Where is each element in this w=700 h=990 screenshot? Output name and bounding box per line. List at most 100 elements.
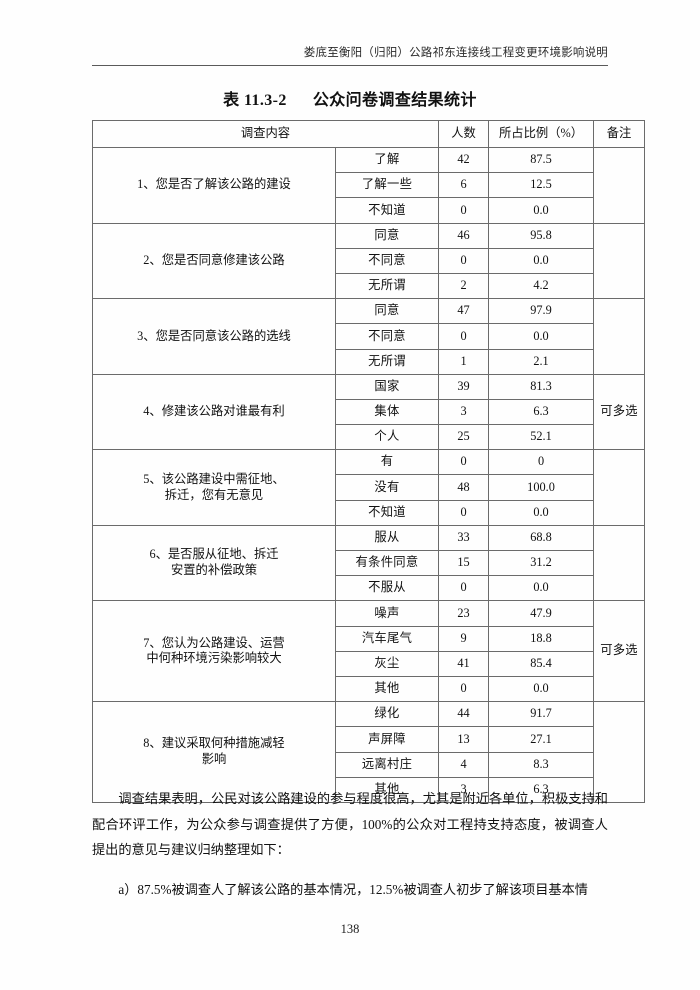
- remark-cell: [593, 524, 646, 602]
- percent-cell: 0.0: [488, 247, 595, 274]
- percent-cell: 97.9: [488, 298, 595, 325]
- option-cell: 没有: [334, 474, 440, 501]
- question-cell: 2、您是否同意修建该公路: [92, 222, 336, 300]
- table-row: 了解一些 6 12.5: [93, 172, 645, 199]
- count-cell: 0: [438, 323, 490, 350]
- table-row: 其他 0 0.0: [93, 675, 645, 703]
- count-cell: 33: [438, 524, 490, 552]
- percent-cell: 2.1: [488, 348, 595, 375]
- option-cell: 不知道: [334, 499, 440, 526]
- percent-cell: 0: [488, 449, 595, 476]
- count-cell: 39: [438, 373, 490, 400]
- percent-cell: 6.3: [488, 776, 595, 803]
- percent-cell: 47.9: [488, 600, 595, 627]
- table-row: 8、建议采取何种措施减轻 影响 绿化 44 91.7: [92, 701, 646, 803]
- remark-cell: 可多选: [593, 600, 646, 703]
- question-line: 5、该公路建设中需征地、: [143, 471, 285, 486]
- count-cell: 0: [438, 675, 490, 703]
- option-cell: 集体: [334, 398, 440, 426]
- table-row: 5、该公路建设中需征地、 拆迁，您有无意见有 0 0: [92, 449, 646, 526]
- option-cell: 其他: [334, 675, 440, 703]
- percent-cell: 85.4: [488, 650, 595, 677]
- question-cell: 7、您认为公路建设、运营 中何种环境污染影响较大: [92, 600, 336, 703]
- question-line: 安置的补偿政策: [170, 563, 258, 578]
- percent-cell: 0.0: [488, 575, 595, 602]
- count-cell: 2: [438, 272, 490, 300]
- question-line: 4、修建该公路对谁最有利: [143, 404, 285, 419]
- count-cell: 0: [438, 197, 490, 224]
- count-cell: 25: [438, 424, 490, 451]
- percent-cell: 95.8: [488, 222, 595, 249]
- question-line: 1、您是否了解该公路的建设: [137, 177, 291, 192]
- table-row: 无所谓 2 4.2: [93, 272, 645, 300]
- count-cell: 4: [438, 751, 490, 778]
- option-cell: 有: [334, 449, 440, 476]
- count-cell: 3: [438, 776, 490, 803]
- remark-cell: 可多选: [593, 373, 646, 451]
- table-row: 集体 3 6.3: [93, 398, 645, 426]
- table-row: 没有 48 100.0: [93, 474, 645, 501]
- question-line: 拆迁，您有无意见: [164, 487, 264, 502]
- remark-cell: [593, 449, 646, 526]
- count-cell: 13: [438, 726, 490, 753]
- percent-cell: 91.7: [488, 701, 595, 728]
- question-line: 7、您认为公路建设、运营: [143, 635, 285, 650]
- option-cell: 同意: [334, 298, 440, 325]
- remark-cell: [593, 701, 646, 803]
- percent-cell: 52.1: [488, 424, 595, 451]
- question-line: 8、建议采取何种措施减轻: [143, 736, 285, 751]
- remark-cell: [593, 298, 646, 375]
- option-cell: 有条件同意: [334, 549, 440, 577]
- count-cell: 41: [438, 650, 490, 677]
- column-header-content: 调查内容: [91, 120, 440, 148]
- column-header-percent: 所占比例（%）: [488, 120, 595, 148]
- table-row: 其他 3 6.3: [93, 776, 645, 803]
- option-cell: 声屏障: [334, 726, 440, 753]
- table-row: 1、您是否了解该公路的建设 了解 42 87.5: [92, 146, 646, 224]
- question-cell: 1、您是否了解该公路的建设: [92, 147, 336, 224]
- count-cell: 1: [438, 348, 490, 375]
- question-line: 中何种环境污染影响较大: [146, 651, 282, 666]
- table-header-row: 调查内容 人数 所占比例（%） 备注: [91, 120, 646, 148]
- option-cell: 不同意: [334, 247, 440, 274]
- question-line: 2、您是否同意修建该公路: [143, 252, 285, 267]
- table-row: 灰尘 41 85.4: [93, 650, 645, 677]
- question-line: 6、是否服从征地、拆迁: [149, 547, 279, 562]
- option-cell: 个人: [334, 424, 440, 451]
- table-body: 1、您是否了解该公路的建设 了解 42 87.5 了解一些 6 12.5 不知道 0 0.0 2、您…: [92, 146, 646, 803]
- option-cell: 了解一些: [334, 172, 440, 199]
- count-cell: 0: [438, 575, 490, 602]
- table-row: 3、您是否同意该公路的选线 同意 47 97.9: [92, 298, 646, 375]
- option-cell: 国家: [334, 373, 440, 400]
- option-cell: 不同意: [334, 323, 440, 350]
- option-cell: 无所谓: [334, 348, 440, 375]
- percent-cell: 4.2: [488, 272, 595, 300]
- count-cell: 0: [438, 247, 490, 274]
- question-line: 影响: [201, 752, 227, 766]
- table-row: 4、修建该公路对谁最有利 国家 39 81.3 可多选: [92, 373, 646, 451]
- table-row: 2、您是否同意修建该公路 同意 46 95.8: [92, 222, 646, 300]
- count-cell: 44: [438, 701, 490, 728]
- option-cell: 灰尘: [334, 650, 440, 677]
- option-cell: 噪声: [334, 600, 440, 627]
- header-divider: [92, 65, 608, 66]
- question-line: 3、您是否同意该公路的选线: [137, 328, 291, 343]
- option-cell: 其他: [334, 776, 440, 803]
- option-cell: 服从: [334, 524, 440, 552]
- survey-results-table: 调查内容 人数 所占比例（%） 备注 1、您是否了解该公路的建设 了解 42 87.5…: [91, 120, 646, 803]
- percent-cell: 68.8: [488, 524, 595, 552]
- percent-cell: 18.8: [488, 625, 595, 652]
- page-number: 138: [340, 922, 360, 936]
- table-row: 汽车尾气 9 18.8: [93, 625, 645, 652]
- table-row: 不同意 0 0.0: [93, 323, 645, 350]
- count-cell: 15: [438, 549, 490, 577]
- table-row: 6、是否服从征地、拆迁 安置的补偿政策 服从 33 68.8: [92, 524, 646, 602]
- column-header-remark: 备注: [593, 120, 646, 148]
- remark-cell: [593, 222, 646, 300]
- count-cell: 23: [438, 600, 490, 627]
- remark-cell: [593, 147, 646, 224]
- paragraph-survey-conclusion: 调查结果表明，公民对该公路建设的参与程度很高，尤其是附近各单位，积极支持和配合环…: [92, 791, 608, 857]
- option-cell: 同意: [334, 222, 440, 249]
- option-cell: 无所谓: [334, 272, 440, 300]
